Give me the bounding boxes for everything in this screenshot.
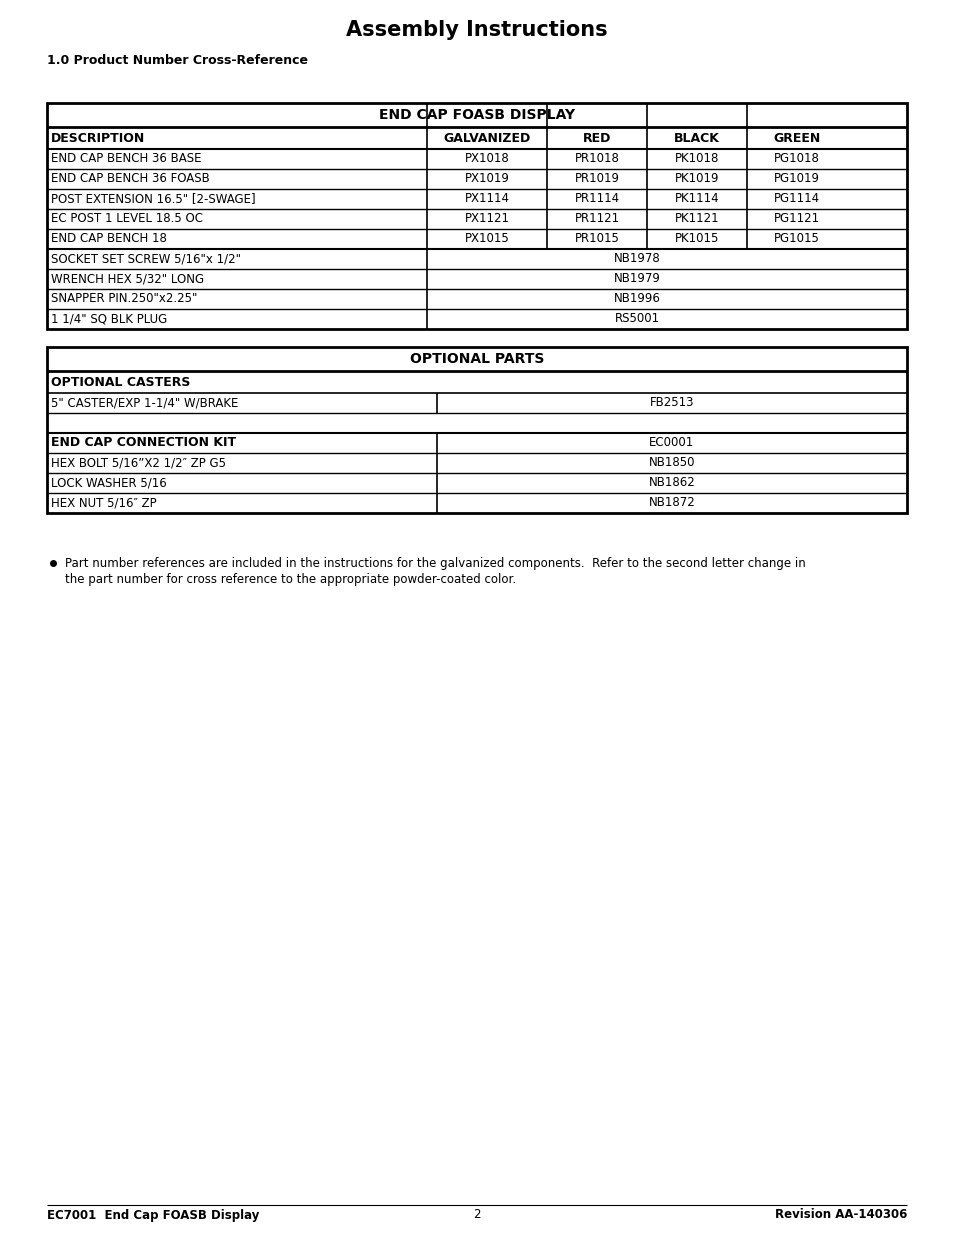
- Text: PK1015: PK1015: [674, 232, 719, 246]
- Text: PR1121: PR1121: [574, 212, 618, 226]
- Text: PG1015: PG1015: [773, 232, 819, 246]
- Text: PG1121: PG1121: [773, 212, 820, 226]
- Text: DESCRIPTION: DESCRIPTION: [51, 131, 145, 144]
- Text: PR1018: PR1018: [574, 152, 618, 165]
- Text: NB1872: NB1872: [648, 496, 695, 510]
- Text: PR1114: PR1114: [574, 193, 618, 205]
- Text: Assembly Instructions: Assembly Instructions: [346, 20, 607, 40]
- Text: END CAP CONNECTION KIT: END CAP CONNECTION KIT: [51, 436, 236, 450]
- Text: PX1015: PX1015: [464, 232, 509, 246]
- Text: OPTIONAL CASTERS: OPTIONAL CASTERS: [51, 375, 191, 389]
- Text: 1.0 Product Number Cross-Reference: 1.0 Product Number Cross-Reference: [47, 53, 308, 67]
- Text: END CAP FOASB DISPLAY: END CAP FOASB DISPLAY: [378, 107, 575, 122]
- Text: PX1114: PX1114: [464, 193, 509, 205]
- Text: GREEN: GREEN: [773, 131, 820, 144]
- Text: PK1019: PK1019: [674, 173, 719, 185]
- Text: PG1018: PG1018: [773, 152, 819, 165]
- Text: PK1114: PK1114: [674, 193, 719, 205]
- Text: EC7001  End Cap FOASB Display: EC7001 End Cap FOASB Display: [47, 1209, 259, 1221]
- Text: Revision AA-140306: Revision AA-140306: [774, 1209, 906, 1221]
- Text: 1 1/4" SQ BLK PLUG: 1 1/4" SQ BLK PLUG: [51, 312, 167, 326]
- Text: NB1978: NB1978: [613, 252, 659, 266]
- Text: the part number for cross reference to the appropriate powder-coated color.: the part number for cross reference to t…: [65, 573, 516, 585]
- Text: PG1114: PG1114: [773, 193, 820, 205]
- Text: NB1850: NB1850: [648, 457, 695, 469]
- Text: SOCKET SET SCREW 5/16"x 1/2": SOCKET SET SCREW 5/16"x 1/2": [51, 252, 241, 266]
- Text: OPTIONAL PARTS: OPTIONAL PARTS: [410, 352, 543, 366]
- Text: RED: RED: [582, 131, 611, 144]
- Text: GALVANIZED: GALVANIZED: [443, 131, 530, 144]
- Text: RS5001: RS5001: [614, 312, 659, 326]
- Text: PK1121: PK1121: [674, 212, 719, 226]
- Text: PK1018: PK1018: [674, 152, 719, 165]
- Bar: [47, 103, 906, 329]
- Text: FB2513: FB2513: [649, 396, 694, 410]
- Text: LOCK WASHER 5/16: LOCK WASHER 5/16: [51, 477, 167, 489]
- Text: NB1862: NB1862: [648, 477, 695, 489]
- Text: PR1019: PR1019: [574, 173, 618, 185]
- Text: NB1996: NB1996: [613, 293, 659, 305]
- Text: END CAP BENCH 18: END CAP BENCH 18: [51, 232, 167, 246]
- Text: END CAP BENCH 36 FOASB: END CAP BENCH 36 FOASB: [51, 173, 210, 185]
- Text: PX1019: PX1019: [464, 173, 509, 185]
- Text: BLACK: BLACK: [674, 131, 720, 144]
- Text: EC0001: EC0001: [649, 436, 694, 450]
- Bar: [47, 347, 906, 513]
- Text: END CAP BENCH 36 BASE: END CAP BENCH 36 BASE: [51, 152, 201, 165]
- Text: 5" CASTER/EXP 1-1/4" W/BRAKE: 5" CASTER/EXP 1-1/4" W/BRAKE: [51, 396, 238, 410]
- Text: SNAPPER PIN.250"x2.25": SNAPPER PIN.250"x2.25": [51, 293, 197, 305]
- Text: PG1019: PG1019: [773, 173, 820, 185]
- Text: EC POST 1 LEVEL 18.5 OC: EC POST 1 LEVEL 18.5 OC: [51, 212, 203, 226]
- Text: NB1979: NB1979: [613, 273, 659, 285]
- Text: PX1121: PX1121: [464, 212, 509, 226]
- Text: Part number references are included in the instructions for the galvanized compo: Part number references are included in t…: [65, 557, 805, 569]
- Text: PX1018: PX1018: [464, 152, 509, 165]
- Text: 2: 2: [473, 1209, 480, 1221]
- Text: PR1015: PR1015: [574, 232, 618, 246]
- Text: POST EXTENSION 16.5" [2-SWAGE]: POST EXTENSION 16.5" [2-SWAGE]: [51, 193, 255, 205]
- Text: HEX BOLT 5/16”X2 1/2″ ZP G5: HEX BOLT 5/16”X2 1/2″ ZP G5: [51, 457, 226, 469]
- Text: HEX NUT 5/16″ ZP: HEX NUT 5/16″ ZP: [51, 496, 156, 510]
- Text: WRENCH HEX 5/32" LONG: WRENCH HEX 5/32" LONG: [51, 273, 204, 285]
